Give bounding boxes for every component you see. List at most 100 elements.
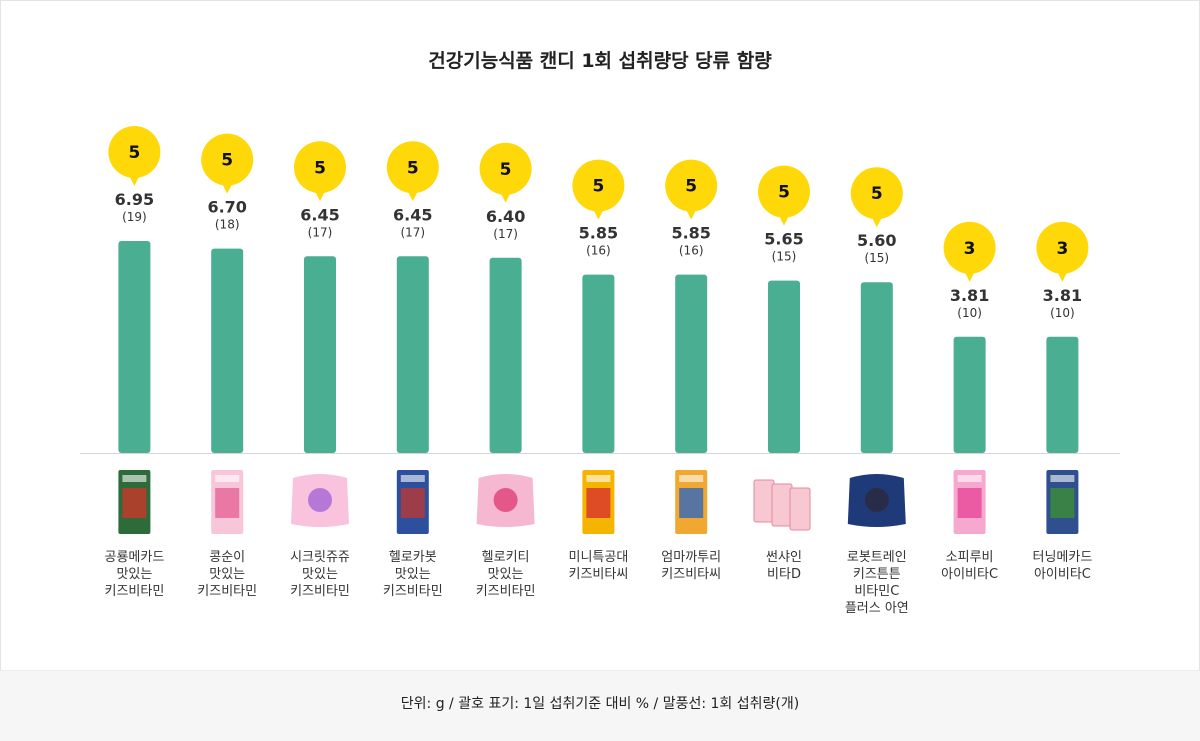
category-label: 맛있는	[116, 567, 152, 582]
value-label: 6.40	[486, 207, 525, 226]
category-label: 키즈비타민	[104, 584, 164, 599]
serving-bubble	[479, 142, 532, 195]
bar-chart: (19)6.955공룡메카드맛있는키즈비타민(18)6.705콩순이맛있는키즈비…	[80, 126, 1120, 616]
serving-bubble	[386, 141, 439, 194]
category-label: 콩순이	[209, 550, 245, 565]
value-label: 6.70	[207, 198, 246, 217]
serving-count: 5	[592, 177, 604, 197]
value-label: 6.45	[393, 205, 432, 224]
serving-bubble	[108, 126, 161, 179]
package-logo	[586, 475, 611, 482]
serving-bubble	[201, 133, 254, 186]
value-label: 5.85	[671, 224, 710, 243]
serving-count: 5	[407, 158, 419, 178]
package-logo	[400, 475, 425, 482]
package-logo	[1050, 475, 1075, 482]
category-label: 맛있는	[209, 567, 245, 582]
percent-label: (19)	[122, 210, 147, 224]
serving-count: 3	[964, 239, 976, 259]
package-character	[122, 488, 147, 518]
chart-title: 건강기능식품 캔디 1회 섭취량당 당류 함량	[428, 50, 772, 72]
percent-label: (15)	[864, 251, 889, 265]
package-character	[957, 488, 982, 518]
serving-bubble	[294, 141, 346, 194]
serving-bubble	[1036, 221, 1089, 274]
category-label: 터닝메카드	[1032, 550, 1092, 565]
sunshine-sachet-icon	[753, 479, 775, 523]
serving-bubble	[572, 159, 625, 212]
package-logo	[679, 475, 704, 482]
bar	[489, 257, 522, 453]
serving-bubble	[850, 167, 903, 220]
bar	[396, 256, 429, 453]
package-logo	[957, 475, 982, 482]
serving-count: 5	[314, 158, 326, 178]
category-label: 키즈비타민	[290, 584, 350, 599]
category-label: 키즈비타씨	[568, 567, 628, 582]
category-label: 로봇트레인	[847, 550, 907, 565]
percent-label: (15)	[772, 250, 797, 264]
category-label: 아이비타C	[941, 567, 998, 582]
category-label: 비타민C	[854, 584, 899, 599]
category-label: 플러스 아연	[845, 601, 909, 616]
category-label: 비타D	[767, 567, 801, 582]
package-character	[586, 488, 611, 518]
value-label: 6.95	[115, 190, 154, 209]
value-label: 5.65	[764, 230, 803, 249]
category-label: 소피루비	[946, 550, 994, 565]
package-character	[493, 488, 518, 512]
sunshine-sachet-icon	[789, 487, 811, 531]
bar	[675, 274, 708, 453]
bar	[304, 256, 336, 453]
value-label: 5.60	[857, 231, 896, 250]
value-label: 3.81	[1043, 286, 1082, 305]
percent-label: (16)	[586, 244, 611, 258]
bar	[860, 282, 893, 453]
serving-bubble	[758, 165, 810, 218]
serving-count: 5	[871, 184, 883, 204]
package-character	[679, 488, 704, 518]
serving-bubble	[943, 221, 996, 274]
percent-label: (17)	[493, 227, 518, 241]
category-label: 헬로키티	[482, 550, 530, 565]
package-logo	[215, 475, 240, 482]
percent-label: (17)	[308, 225, 333, 239]
serving-count: 5	[778, 183, 790, 203]
package-logo	[122, 475, 147, 482]
package-character	[1050, 488, 1075, 518]
package-character	[400, 488, 425, 518]
category-label: 시크릿쥬쥬	[290, 550, 350, 565]
serving-bubble	[665, 159, 718, 212]
category-label: 맛있는	[395, 567, 431, 582]
category-label: 미니특공대	[568, 550, 628, 565]
category-label: 키즈비타씨	[661, 567, 721, 582]
bar	[953, 336, 986, 453]
sunshine-sachet-icon	[771, 483, 793, 527]
value-label: 5.85	[579, 224, 618, 243]
serving-count: 5	[128, 143, 140, 163]
category-label: 공룡메카드	[104, 550, 164, 565]
percent-label: (10)	[957, 306, 982, 320]
package-character	[864, 488, 889, 512]
category-label: 썬샤인	[766, 550, 802, 565]
package-character	[308, 488, 332, 512]
category-label: 맛있는	[302, 567, 338, 582]
percent-label: (10)	[1050, 306, 1075, 320]
bar	[768, 280, 800, 453]
value-label: 6.45	[300, 205, 339, 224]
category-label: 맛있는	[488, 567, 524, 582]
percent-label: (17)	[400, 225, 425, 239]
bar	[211, 248, 244, 453]
serving-count: 5	[685, 177, 697, 197]
bar	[582, 274, 615, 453]
chart-footer-note: 단위: g / 괄호 표기: 1일 섭취기준 대비 % / 말풍선: 1회 섭취…	[0, 670, 1200, 741]
serving-count: 3	[1056, 239, 1068, 259]
percent-label: (18)	[215, 218, 240, 232]
category-label: 엄마까투리	[661, 550, 721, 565]
category-label: 키즈비타민	[476, 584, 536, 599]
bar	[118, 241, 151, 453]
bar	[1046, 336, 1079, 453]
package-character	[215, 488, 240, 518]
category-label: 키즈비타민	[197, 584, 257, 599]
category-label: 키즈튼튼	[853, 567, 901, 582]
